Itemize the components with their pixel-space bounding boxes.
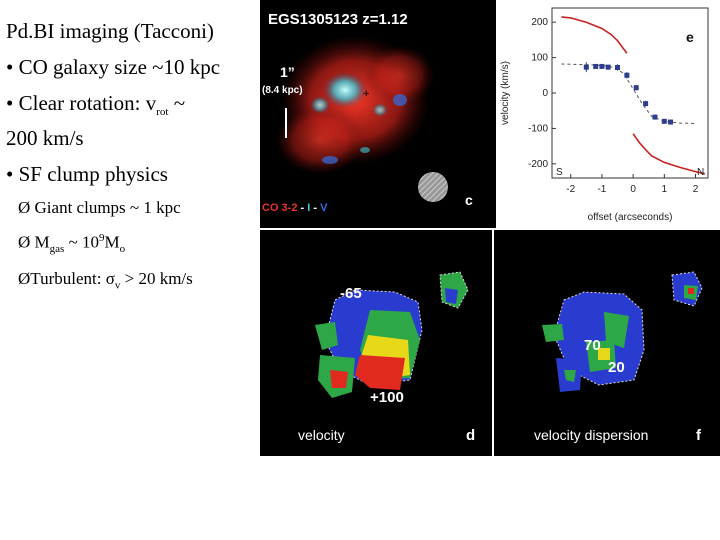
legend-sep-1: - bbox=[297, 202, 307, 214]
bullet-text-block: Pd.BI imaging (Tacconi) • CO galaxy size… bbox=[6, 18, 258, 305]
stellar-clump-1 bbox=[310, 96, 330, 114]
panel-f-caption: velocity dispersion bbox=[534, 427, 648, 443]
panel-c-title: EGS1305123 z=1.12 bbox=[268, 11, 408, 28]
corner-label-s: S bbox=[556, 167, 563, 178]
sub-giant-clumps: Ø Giant clumps ~ 1 kpc bbox=[18, 198, 181, 218]
rotation-curve-svg: -200 -100 0 100 200 -2 -1 0 1 2 e S N offset (ar… bbox=[500, 7, 709, 223]
gas-pre: Ø M bbox=[18, 232, 50, 252]
panel-f-dispersion: 70 20 velocity dispersion f bbox=[494, 230, 720, 456]
legend-sep-2: - bbox=[310, 202, 320, 214]
turb-pre: ØTurbulent: σ bbox=[18, 269, 115, 289]
gas-mid: ~ 10 bbox=[64, 232, 100, 252]
v-band-clump-2 bbox=[322, 156, 338, 164]
data-point bbox=[605, 64, 611, 70]
data-point bbox=[643, 101, 649, 107]
panel-f-svg: 70 20 velocity dispersion f bbox=[534, 271, 703, 444]
x-axis-label: offset (arcseconds) bbox=[588, 212, 673, 223]
center-marker: + bbox=[363, 88, 369, 100]
slide-title: Pd.BI imaging (Tacconi) bbox=[6, 19, 214, 43]
panel-d-caption: velocity bbox=[298, 427, 345, 443]
stellar-core bbox=[323, 72, 367, 108]
data-point bbox=[599, 63, 605, 69]
panel-d-velocity: -65 +100 velocity d bbox=[260, 230, 492, 456]
x-tick-label: 0 bbox=[630, 184, 636, 195]
data-point bbox=[661, 118, 667, 124]
i-band-clump bbox=[360, 147, 370, 153]
dispersion-green-upper bbox=[604, 312, 629, 348]
gas-post: M bbox=[104, 232, 120, 252]
y-tick-label: 100 bbox=[531, 53, 548, 64]
velocity-pos-label: +100 bbox=[370, 389, 404, 406]
x-tick-label: -2 bbox=[566, 184, 575, 195]
scale-label: 1” bbox=[280, 64, 295, 80]
legend-co: CO 3-2 bbox=[262, 202, 297, 214]
panel-d-svg: -65 +100 velocity d bbox=[298, 271, 475, 444]
rotation-pre: • Clear rotation: v bbox=[6, 91, 157, 115]
y-tick-label: -100 bbox=[528, 123, 548, 134]
dispersion-south-green bbox=[564, 370, 576, 382]
rotation-sub: rot bbox=[156, 106, 169, 119]
corner-label-n: N bbox=[697, 167, 704, 178]
x-tick-label: 2 bbox=[693, 184, 699, 195]
gas-sup: 9 bbox=[99, 232, 105, 245]
data-point bbox=[668, 119, 674, 125]
dispersion-yellow-peak bbox=[598, 348, 610, 360]
legend-v: V bbox=[320, 202, 328, 214]
data-point bbox=[624, 72, 630, 78]
dispersion-70-label: 70 bbox=[584, 337, 601, 354]
dispersion-20-label: 20 bbox=[608, 359, 625, 376]
panel-c-letter: c bbox=[465, 192, 473, 208]
model-curve-3 bbox=[632, 133, 706, 175]
co-emission-upper bbox=[365, 45, 435, 105]
panel-c-svg: + EGS1305123 z=1.12 1” (8.4 kpc) CO 3-2 … bbox=[262, 11, 473, 214]
x-tick-label: -1 bbox=[597, 184, 606, 195]
v-band-clump-1 bbox=[393, 94, 407, 106]
gas-sub2: o bbox=[119, 243, 126, 256]
sub-turbulent: ØTurbulent: σv > 20 km/s bbox=[6, 268, 258, 296]
data-point bbox=[633, 85, 639, 91]
dispersion-west-clump bbox=[542, 324, 564, 342]
panel-c-image: + EGS1305123 z=1.12 1” (8.4 kpc) CO 3-2 … bbox=[260, 0, 496, 228]
velocity-ne-blue bbox=[445, 288, 458, 304]
velocity-south-red bbox=[330, 370, 348, 388]
panel-c-legend: CO 3-2 - I - V bbox=[262, 202, 328, 214]
panel-d-letter: d bbox=[466, 427, 475, 444]
gas-sub: gas bbox=[49, 243, 65, 256]
scale-kpc-label: (8.4 kpc) bbox=[262, 85, 303, 96]
panel-e-letter: e bbox=[686, 29, 694, 45]
model-curve-2 bbox=[561, 16, 628, 54]
dispersion-ne-red bbox=[688, 288, 694, 294]
rotation-post: ~ bbox=[168, 91, 186, 115]
y-tick-label: 0 bbox=[542, 88, 548, 99]
legend-i: I bbox=[307, 202, 310, 214]
panel-f-letter: f bbox=[696, 427, 702, 444]
y-axis-label: velocity (km/s) bbox=[500, 61, 511, 125]
bullet-rotation: • Clear rotation: vrot ~ 200 km/s bbox=[6, 90, 258, 151]
velocity-west-clump bbox=[315, 322, 338, 350]
sub-gas-mass: Ø Mgas ~ 109Mo bbox=[6, 227, 258, 260]
plot-frame bbox=[551, 7, 709, 179]
bullet-sf-clump: • SF clump physics bbox=[6, 162, 168, 187]
y-tick-label: -200 bbox=[528, 159, 548, 170]
data-point bbox=[583, 64, 589, 70]
bullet-co-size: • CO galaxy size ~10 kpc bbox=[6, 55, 221, 79]
data-point bbox=[615, 65, 621, 70]
velocity-red-zone bbox=[355, 355, 405, 390]
beam-ellipse bbox=[418, 172, 448, 202]
data-point bbox=[652, 114, 658, 120]
co-emission-lower bbox=[275, 105, 365, 175]
rotation-line2: 200 km/s bbox=[6, 126, 84, 151]
data-point bbox=[593, 63, 599, 69]
turb-post: > 20 km/s bbox=[120, 269, 193, 289]
panel-e-chart: -200 -100 0 100 200 -2 -1 0 1 2 e S N offset (ar… bbox=[496, 0, 720, 228]
stellar-clump-2 bbox=[372, 103, 388, 117]
x-tick-label: 1 bbox=[662, 184, 668, 195]
velocity-neg-label: -65 bbox=[340, 285, 362, 302]
y-tick-label: 200 bbox=[531, 17, 548, 28]
turb-sub: v bbox=[114, 279, 121, 292]
